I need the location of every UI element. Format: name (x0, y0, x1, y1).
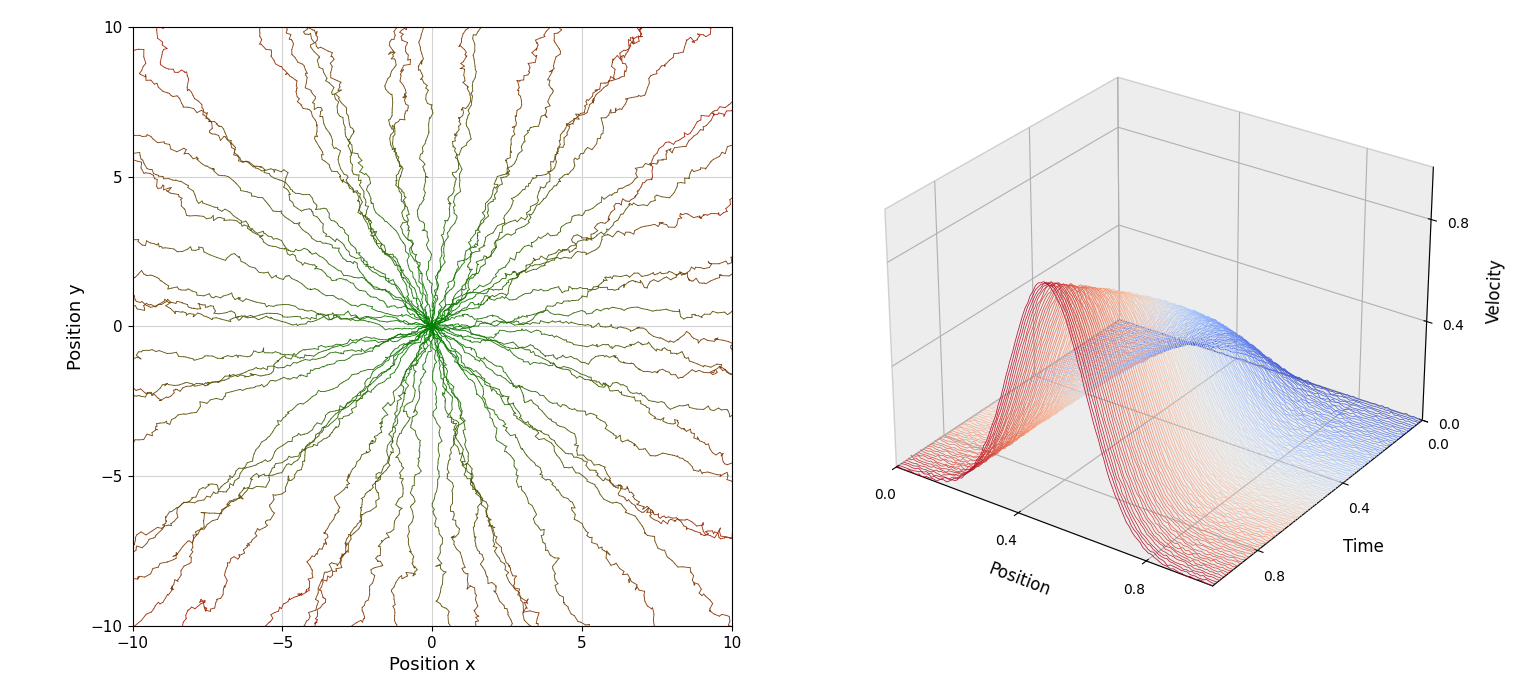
Y-axis label: Time: Time (1344, 538, 1383, 556)
X-axis label: Position: Position (986, 559, 1053, 599)
Y-axis label: Position y: Position y (67, 283, 85, 370)
X-axis label: Position x: Position x (388, 656, 475, 674)
